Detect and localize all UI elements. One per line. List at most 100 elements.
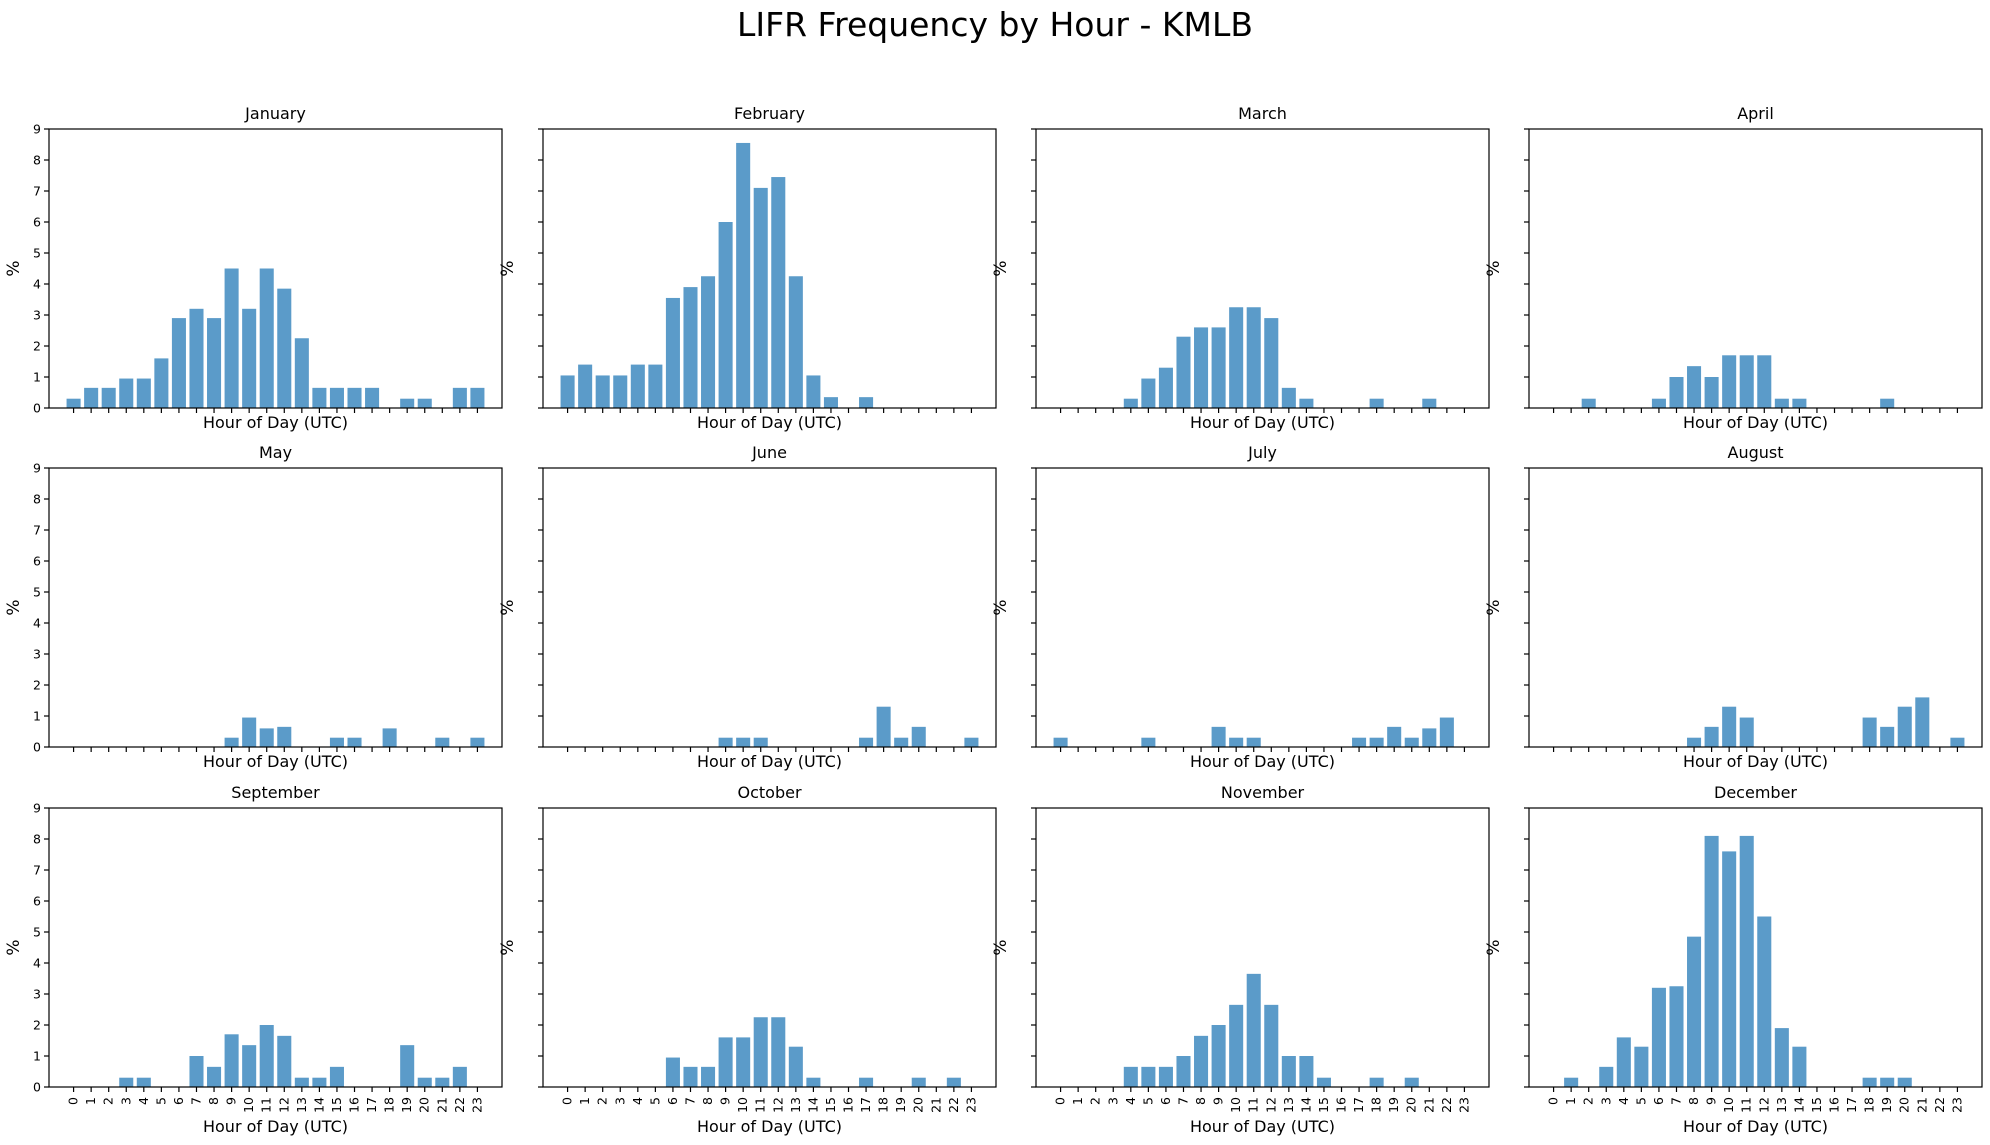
bar	[312, 387, 327, 408]
bar	[470, 737, 485, 747]
bar	[1774, 398, 1789, 408]
y-tick-label: 2	[33, 339, 41, 354]
x-tick-label: 20	[1897, 1097, 1912, 1113]
x-tick-label: 12	[1263, 1097, 1278, 1113]
x-tick-label: 4	[1123, 1097, 1138, 1105]
x-tick-label: 6	[1158, 1097, 1173, 1105]
bar	[242, 1045, 257, 1087]
bar	[1141, 737, 1156, 747]
x-tick-label: 23	[469, 1097, 484, 1113]
bar	[1299, 1056, 1314, 1087]
x-tick-label: 0	[66, 1097, 81, 1105]
bar	[294, 1077, 309, 1087]
bar	[578, 364, 593, 408]
x-tick-label: 17	[1351, 1097, 1366, 1113]
bar	[1792, 398, 1807, 408]
plot-frame	[1035, 467, 1490, 748]
bar	[417, 1077, 432, 1087]
x-tick-label: 1	[1563, 1097, 1578, 1105]
bar	[119, 1077, 134, 1087]
bar	[859, 397, 874, 408]
x-tick-label: 3	[1598, 1097, 1613, 1105]
x-tick-label: 7	[188, 1097, 203, 1105]
x-tick-label: 19	[1879, 1097, 1894, 1113]
bar	[119, 378, 134, 408]
y-tick-label: 4	[33, 616, 41, 631]
plot-frame	[1035, 128, 1490, 409]
y-tick-label: 6	[33, 894, 41, 909]
y-tick-label: 3	[33, 987, 41, 1002]
x-tick-label: 13	[1281, 1097, 1296, 1113]
bar	[806, 375, 821, 408]
y-tick-label: 8	[33, 492, 41, 507]
bar	[946, 1077, 961, 1087]
bar	[277, 1035, 292, 1087]
bar	[1404, 1077, 1419, 1087]
bar	[101, 387, 116, 408]
x-tick-label: 21	[928, 1097, 943, 1113]
bar	[718, 222, 733, 408]
x-tick-label: 16	[347, 1097, 362, 1113]
bar	[1880, 398, 1895, 408]
bar	[736, 737, 751, 747]
x-tick-label: 20	[1404, 1097, 1419, 1113]
x-tick-label: 4	[136, 1097, 151, 1105]
bar	[1299, 398, 1314, 408]
bar	[859, 737, 874, 747]
x-tick-label: 8	[206, 1097, 221, 1105]
bar	[259, 728, 274, 747]
bar	[1792, 1046, 1807, 1087]
x-tick-label: 1	[1070, 1097, 1085, 1105]
x-tick-label: 12	[276, 1097, 291, 1113]
panel-title: June	[751, 443, 787, 462]
bar	[1229, 1004, 1244, 1087]
x-tick-label: 14	[1791, 1097, 1806, 1113]
bar	[1316, 1077, 1331, 1087]
y-tick-label: 7	[33, 523, 41, 538]
bar	[630, 364, 645, 408]
bar	[1176, 336, 1191, 408]
bar	[1264, 1004, 1279, 1087]
x-tick-label: 4	[1616, 1097, 1631, 1105]
plot-frame	[48, 467, 503, 748]
bar	[1687, 366, 1702, 408]
y-tick-label: 9	[33, 122, 41, 137]
bar	[1264, 318, 1279, 408]
bar	[452, 387, 467, 408]
panel-title: October	[737, 783, 801, 802]
bar	[1687, 936, 1702, 1087]
x-tick-label: 7	[1668, 1097, 1683, 1105]
bar	[189, 1056, 204, 1087]
bar	[753, 1017, 768, 1087]
x-tick-label: 9	[224, 1097, 239, 1105]
x-axis-label: Hour of Day (UTC)	[1683, 752, 1828, 771]
x-axis-label: Hour of Day (UTC)	[203, 413, 348, 432]
x-tick-label: 11	[1246, 1097, 1261, 1113]
panel-january: January 0 1 2 3 4 5 6 7 8 9 Hour of Day (UTC)%	[4, 104, 503, 432]
x-tick-label: 21	[1914, 1097, 1929, 1113]
bar	[1123, 1066, 1138, 1087]
y-tick-label: 1	[33, 370, 41, 385]
bar	[1704, 726, 1719, 747]
bar	[1651, 987, 1666, 1087]
y-axis-label: %	[498, 599, 518, 615]
x-tick-label: 4	[630, 1097, 645, 1105]
bar	[1352, 737, 1367, 747]
bar	[382, 728, 397, 747]
x-tick-label: 11	[259, 1097, 274, 1113]
bar	[329, 1066, 344, 1087]
plot-frame	[542, 807, 997, 1088]
bar	[718, 1037, 733, 1087]
bar	[242, 717, 257, 747]
x-tick-label: 16	[1334, 1097, 1349, 1113]
x-tick-label: 5	[153, 1097, 168, 1105]
x-tick-label: 11	[1739, 1097, 1754, 1113]
x-tick-label: 5	[647, 1097, 662, 1105]
x-tick-label: 3	[1105, 1097, 1120, 1105]
x-tick-label: 6	[171, 1097, 186, 1105]
x-axis-label: Hour of Day (UTC)	[697, 752, 842, 771]
plot-frame	[1528, 467, 1983, 748]
bar	[595, 375, 610, 408]
bar	[1757, 355, 1772, 408]
x-tick-label: 17	[1844, 1097, 1859, 1113]
